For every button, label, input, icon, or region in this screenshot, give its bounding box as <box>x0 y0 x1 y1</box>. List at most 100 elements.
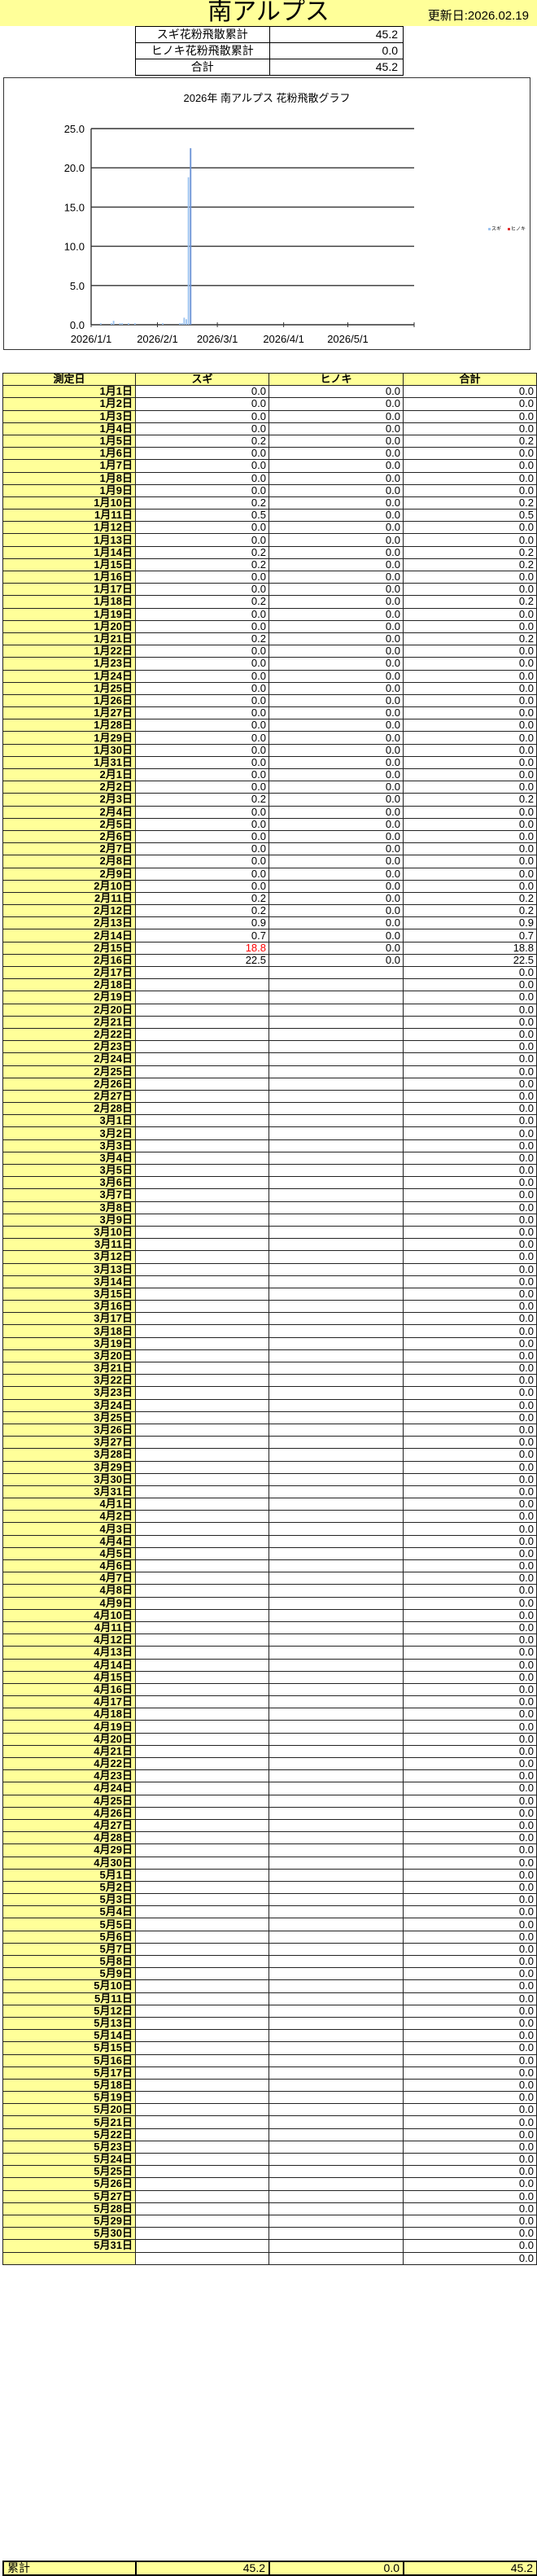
row-hinoki: 0.0 <box>268 743 404 757</box>
table-row: 2月23日 0.0 <box>2 1040 537 1054</box>
row-sugi <box>135 1126 269 1140</box>
table-row: 5月5日 0.0 <box>2 1918 537 1931</box>
table-row: 3月14日 0.0 <box>2 1275 537 1288</box>
row-total: 0.0 <box>403 731 537 745</box>
row-hinoki <box>268 1608 404 1622</box>
row-total: 0.0 <box>403 1336 537 1350</box>
row-date: 3月6日 <box>2 1176 136 1190</box>
row-total: 0.0 <box>403 447 537 461</box>
row-sugi <box>135 1559 269 1573</box>
title-band: 南アルプス 更新日:2026.02.19 <box>0 0 537 26</box>
row-total: 0.0 <box>403 619 537 633</box>
row-sugi <box>135 1856 269 1870</box>
table-row: 5月30日 0.0 <box>2 2227 537 2241</box>
row-sugi <box>135 1102 269 1116</box>
row-sugi <box>135 1003 269 1017</box>
table-row: 2月19日 0.0 <box>2 991 537 1004</box>
row-total: 0.0 <box>403 1410 537 1424</box>
row-sugi: 0.0 <box>135 385 269 399</box>
summary-value: 0.0 <box>268 42 404 59</box>
row-date: 1月25日 <box>2 681 136 695</box>
row-sugi: 0.0 <box>135 867 269 881</box>
row-date: 5月26日 <box>2 2177 136 2191</box>
row-hinoki: 0.0 <box>268 657 404 671</box>
row-hinoki <box>268 1930 404 1944</box>
row-date: 3月10日 <box>2 1225 136 1240</box>
table-row: 3月17日 0.0 <box>2 1312 537 1326</box>
row-total: 0.0 <box>403 1744 537 1759</box>
row-sugi: 0.0 <box>135 829 269 844</box>
row-sugi <box>135 1410 269 1424</box>
table-row: 3月6日 0.0 <box>2 1176 537 1190</box>
row-date: 2月3日 <box>2 793 136 807</box>
row-date: 3月16日 <box>2 1300 136 1314</box>
row-sugi <box>135 1300 269 1314</box>
row-date: 4月17日 <box>2 1695 136 1709</box>
row-total: 0.0 <box>403 2128 537 2141</box>
table-row: 1月12日 0.0 0.0 0.0 <box>2 521 537 535</box>
row-date: 1月1日 <box>2 385 136 399</box>
row-sugi: 18.8 <box>135 941 269 955</box>
row-sugi <box>135 1682 269 1697</box>
row-date: 1月19日 <box>2 607 136 621</box>
row-hinoki: 0.0 <box>268 693 404 708</box>
table-row: 2月5日 0.0 0.0 0.0 <box>2 817 537 831</box>
row-hinoki <box>268 2041 404 2055</box>
row-sugi: 0.2 <box>135 632 269 646</box>
row-sugi: 0.0 <box>135 447 269 461</box>
x-tick-label: 2026/3/1 <box>197 333 238 345</box>
row-hinoki: 0.0 <box>268 805 404 819</box>
legend-item-hinoki: ヒノキ <box>508 225 526 232</box>
row-total: 0.0 <box>403 1003 537 1017</box>
row-date: 2月11日 <box>2 891 136 906</box>
row-hinoki <box>268 1620 404 1635</box>
row-sugi <box>135 1954 269 1969</box>
row-hinoki <box>268 1287 404 1301</box>
row-total: 0.0 <box>403 1386 537 1400</box>
legend-item-sugi: スギ <box>488 225 501 232</box>
row-hinoki <box>268 1818 404 1833</box>
table-row: 4月14日 0.0 <box>2 1658 537 1672</box>
row-sugi: 0.0 <box>135 669 269 683</box>
row-hinoki <box>268 1559 404 1573</box>
row-hinoki: 0.0 <box>268 731 404 745</box>
y-tick-label: 15.0 <box>64 201 85 213</box>
table-row: 2月3日 0.2 0.0 0.2 <box>2 793 537 807</box>
row-sugi <box>135 1905 269 1919</box>
row-sugi <box>135 1386 269 1400</box>
table-row: 2月26日 0.0 <box>2 1077 537 1091</box>
x-tick-label: 2026/5/1 <box>327 333 369 345</box>
row-hinoki: 0.0 <box>268 842 404 856</box>
table-row: 2月11日 0.2 0.0 0.2 <box>2 891 537 906</box>
row-hinoki: 0.0 <box>268 855 404 868</box>
row-date: 4月2日 <box>2 1510 136 1524</box>
table-row: 5月14日 0.0 <box>2 2029 537 2043</box>
table-row: 5月6日 0.0 <box>2 1930 537 1944</box>
table-row: 2月20日 0.0 <box>2 1003 537 1017</box>
row-total: 0.0 <box>403 817 537 831</box>
table-row: 4月28日 0.0 <box>2 1831 537 1845</box>
row-hinoki <box>268 1324 404 1338</box>
row-total: 0.0 <box>403 2202 537 2215</box>
row-date: 2月7日 <box>2 842 136 856</box>
table-row: 4月22日 0.0 <box>2 1756 537 1771</box>
summary-value: 45.2 <box>268 26 404 43</box>
row-sugi <box>135 1423 269 1437</box>
row-total: 0.0 <box>403 1843 537 1857</box>
row-sugi <box>135 2239 269 2253</box>
row-date: 2月1日 <box>2 768 136 782</box>
table-row: 1月21日 0.2 0.0 0.2 <box>2 632 537 646</box>
header-sugi: スギ <box>135 372 269 387</box>
table-row: 1月2日 0.0 0.0 0.0 <box>2 397 537 411</box>
table-row: 4月8日 0.0 <box>2 1584 537 1598</box>
row-total: 0.0 <box>403 1065 537 1078</box>
row-sugi <box>135 2053 269 2067</box>
row-sugi <box>135 1967 269 1981</box>
row-total: 0.0 <box>403 1942 537 1957</box>
pollen-chart: 2026年 南アルプス 花粉飛散グラフ 0.0 5.0 10.0 15.0 20.0 25… <box>3 77 530 350</box>
row-hinoki <box>268 1498 404 1511</box>
table-row: 5月16日 0.0 <box>2 2053 537 2067</box>
table-row: 4月15日 0.0 <box>2 1670 537 1684</box>
row-hinoki <box>268 1472 404 1486</box>
table-row: 5月17日 0.0 <box>2 2066 537 2080</box>
